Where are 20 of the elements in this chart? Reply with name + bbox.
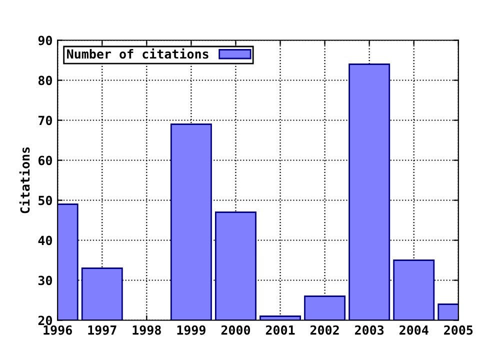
x-tick-label: 2002 <box>310 325 339 335</box>
y-tick-label: 30 <box>38 276 52 286</box>
x-tick-label: 2003 <box>354 325 384 335</box>
y-tick-label: 60 <box>38 156 52 166</box>
x-tick-label: 1998 <box>132 325 161 335</box>
x-tick-label: 1996 <box>44 325 72 335</box>
legend-label: Number of citations <box>67 48 208 59</box>
x-tick-label: 2004 <box>400 325 428 335</box>
y-tick-label: 40 <box>38 236 52 246</box>
x-tick-label: 2000 <box>221 325 250 335</box>
y-tick-label: 90 <box>38 36 52 46</box>
y-axis-title: Citations <box>19 147 30 214</box>
y-tick-label: 70 <box>38 116 52 126</box>
y-tick-label: 20 <box>38 316 52 326</box>
x-tick-label: 1999 <box>177 325 206 335</box>
x-tick-label: 2001 <box>266 325 295 335</box>
x-tick-label: 1997 <box>88 325 116 335</box>
x-tick-label: 2005 <box>444 325 473 335</box>
y-tick-label: 50 <box>38 196 52 206</box>
y-tick-label: 80 <box>38 76 52 86</box>
